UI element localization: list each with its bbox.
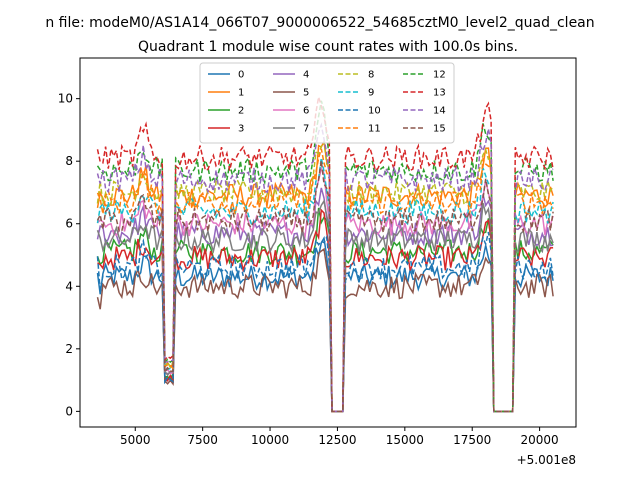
legend-label-13: 13 <box>433 88 446 99</box>
x-tick-label: 7500 <box>187 433 218 447</box>
series-layer <box>96 96 554 413</box>
series-line-14 <box>96 122 554 413</box>
series-line-9 <box>96 157 554 413</box>
legend-label-4: 4 <box>303 70 309 81</box>
x-axis: 5000 7500 10000 12500 15000 17500 20000 <box>120 427 559 447</box>
x-tick-label: 15000 <box>386 433 424 447</box>
legend-label-1: 1 <box>238 88 244 99</box>
legend-label-10: 10 <box>368 106 381 117</box>
legend-label-7: 7 <box>303 124 309 135</box>
x-tick-label: 5000 <box>120 433 151 447</box>
y-tick-label: 10 <box>58 92 73 106</box>
y-tick-label: 6 <box>65 217 73 231</box>
x-tick-label: 20000 <box>521 433 559 447</box>
series-line-15 <box>96 160 554 413</box>
legend-label-0: 0 <box>238 70 244 81</box>
y-axis: 0 2 4 6 8 10 <box>58 92 80 418</box>
legend-label-8: 8 <box>368 70 374 81</box>
legend-box <box>199 62 455 144</box>
figure-suptitle: n file: modeM0/AS1A14_066T07_9000006522_… <box>45 15 594 31</box>
y-tick-label: 4 <box>65 279 73 293</box>
legend-label-15: 15 <box>433 124 446 135</box>
legend-label-6: 6 <box>303 106 309 117</box>
legend-label-11: 11 <box>368 124 381 135</box>
plot-frame <box>79 57 577 428</box>
x-tick-label: 17500 <box>453 433 491 447</box>
legend-label-14: 14 <box>433 106 446 117</box>
x-tick-label: 10000 <box>251 433 289 447</box>
legend-label-5: 5 <box>303 88 309 99</box>
series-line-5 <box>96 247 554 413</box>
legend-label-2: 2 <box>238 106 244 117</box>
chart-title: Quadrant 1 module wise count rates with … <box>138 39 518 55</box>
legend-label-9: 9 <box>368 88 374 99</box>
x-offset-label: +5.001e8 <box>517 453 576 467</box>
legend-label-12: 12 <box>433 70 446 81</box>
y-tick-label: 0 <box>65 404 73 418</box>
y-tick-label: 2 <box>65 342 73 356</box>
y-tick-label: 8 <box>65 154 73 168</box>
legend-label-3: 3 <box>238 124 244 135</box>
x-tick-label: 12500 <box>318 433 356 447</box>
